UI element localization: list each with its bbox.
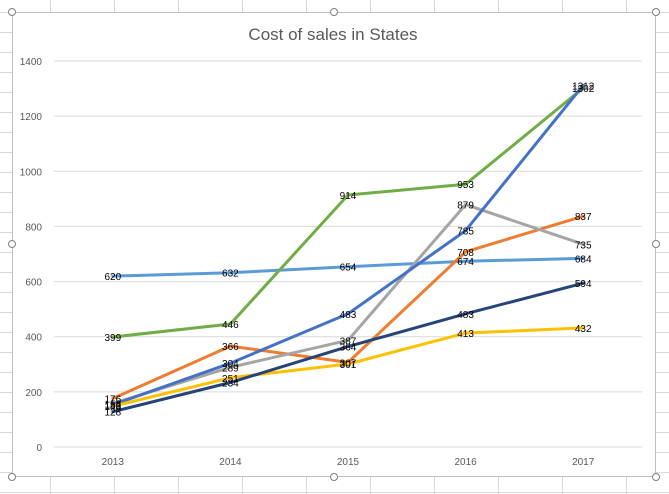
data-label: 153 [104, 401, 121, 412]
y-tick-label: 0 [36, 443, 42, 454]
data-label: 432 [575, 324, 592, 335]
series-line-2[interactable] [111, 86, 585, 339]
data-label: 620 [104, 272, 121, 283]
data-label: 399 [104, 333, 121, 344]
data-label: 251 [222, 374, 239, 385]
data-label: 684 [575, 254, 592, 265]
series-line-3[interactable] [111, 214, 585, 400]
data-label: 148 [104, 402, 121, 413]
chart-title: Cost of sales in States [248, 25, 417, 44]
data-label: 1312 [572, 81, 595, 92]
series-line-6[interactable] [111, 326, 585, 408]
series-line-1[interactable] [111, 256, 585, 278]
resize-handle-top-left[interactable] [8, 8, 16, 16]
data-label: 289 [222, 363, 239, 374]
data-label: 304 [222, 359, 239, 370]
data-label: 632 [222, 269, 239, 280]
data-label: 176 [104, 394, 121, 405]
data-label: 307 [340, 358, 357, 369]
data-label: 301 [340, 360, 357, 371]
data-label: 594 [575, 279, 592, 290]
data-label: 483 [457, 310, 474, 321]
resize-handle-middle-right[interactable] [652, 240, 660, 248]
data-label: 128 [104, 408, 121, 419]
y-tick-label: 600 [25, 278, 42, 289]
data-label: 413 [457, 329, 474, 340]
y-tick-label: 1200 [20, 112, 43, 123]
series-line-5[interactable] [111, 83, 585, 407]
resize-handle-bottom-center[interactable] [330, 473, 338, 481]
data-label: 674 [457, 257, 474, 268]
data-label: 234 [222, 378, 239, 389]
data-label: 366 [222, 342, 239, 353]
data-label: 914 [340, 191, 357, 202]
data-label: 708 [457, 248, 474, 259]
data-label: 158 [104, 399, 121, 410]
data-label: 387 [340, 336, 357, 347]
data-labels: 620 632 654 674 684 399 446 914 953 1302 176 366 307… [104, 81, 594, 418]
data-label: 1302 [572, 84, 595, 95]
data-label: 953 [457, 180, 474, 191]
chart-area[interactable] [12, 12, 656, 477]
data-label: 837 [575, 212, 592, 223]
x-tick-label: 2016 [454, 457, 477, 468]
y-axis-ticks: 0 200 400 600 800 1000 1200 1400 [20, 57, 43, 454]
data-label: 785 [457, 227, 474, 238]
resize-handle-bottom-left[interactable] [8, 473, 16, 481]
y-tick-label: 1000 [20, 167, 43, 178]
y-tick-label: 400 [25, 333, 42, 344]
x-tick-label: 2015 [337, 457, 360, 468]
data-label: 446 [222, 320, 239, 331]
data-label: 483 [340, 310, 357, 321]
resize-handle-top-right[interactable] [652, 8, 660, 16]
x-tick-label: 2014 [219, 457, 242, 468]
gridlines [54, 60, 642, 448]
resize-handle-middle-left[interactable] [8, 240, 16, 248]
data-label: 735 [575, 240, 592, 251]
x-tick-label: 2017 [572, 457, 595, 468]
data-label: 879 [457, 201, 474, 212]
resize-handle-bottom-right[interactable] [652, 473, 660, 481]
series-line-7[interactable] [111, 281, 585, 414]
y-tick-label: 1400 [20, 57, 43, 68]
data-label: 654 [340, 263, 357, 274]
y-tick-label: 800 [25, 222, 42, 233]
x-tick-label: 2013 [102, 457, 125, 468]
series-lines [111, 83, 585, 414]
data-label: 364 [340, 343, 357, 354]
y-tick-label: 200 [25, 388, 42, 399]
resize-handle-top-center[interactable] [330, 8, 338, 16]
x-axis-ticks: 2013 2014 2015 2016 2017 [102, 457, 595, 468]
series-line-4[interactable] [111, 203, 585, 405]
